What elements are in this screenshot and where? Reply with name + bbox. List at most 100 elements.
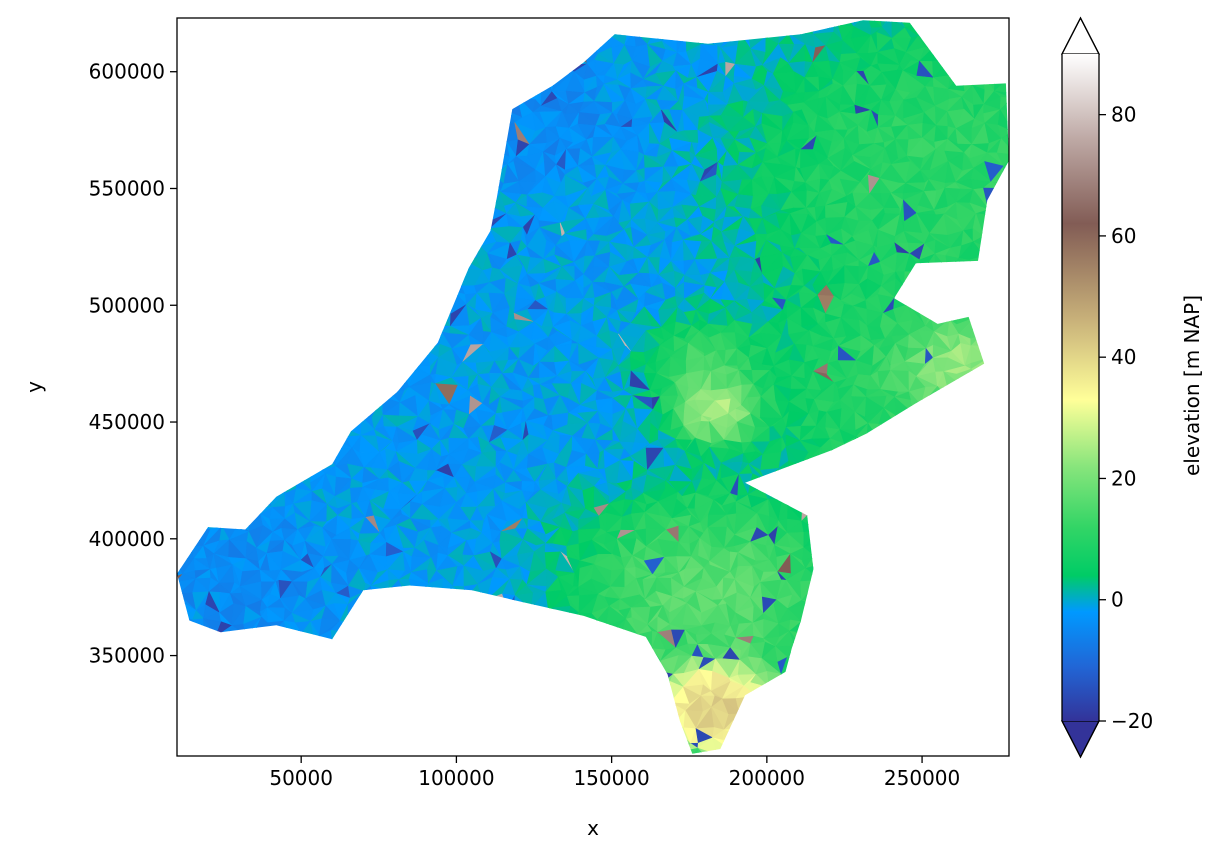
mesh-triangle [216, 466, 233, 484]
mesh-triangle [685, 20, 706, 29]
mesh-triangle [344, 194, 359, 210]
mesh-triangle [283, 20, 294, 28]
mesh-triangle [841, 480, 859, 495]
mesh-triangle [206, 99, 218, 118]
mesh-triangle [321, 179, 338, 192]
mesh-triangle [189, 283, 210, 294]
mesh-triangle [177, 111, 199, 128]
mesh-triangle [219, 409, 236, 429]
mesh-triangle [1008, 20, 1009, 24]
mesh-triangle [457, 257, 463, 275]
mesh-triangle [470, 176, 484, 194]
mesh-triangle [278, 343, 300, 361]
mesh-triangle [283, 100, 296, 118]
mesh-triangle [275, 232, 289, 242]
mesh-triangle [972, 388, 987, 404]
mesh-triangle [221, 71, 238, 88]
mesh-triangle [487, 36, 511, 45]
mesh-triangle [983, 187, 1004, 211]
mesh-triangle [1007, 345, 1009, 359]
mesh-triangle [411, 58, 426, 80]
mesh-triangle [272, 88, 286, 102]
mesh-triangle [438, 97, 451, 114]
mesh-triangle [179, 182, 196, 192]
mesh-triangle [223, 136, 232, 155]
mesh-triangle [500, 61, 519, 77]
mesh-triangle [279, 374, 295, 387]
mesh-triangle [450, 121, 469, 141]
mesh-triangle [449, 113, 468, 123]
mesh-triangle [272, 73, 288, 93]
mesh-triangle [411, 294, 432, 312]
mesh-triangle [235, 362, 246, 372]
mesh-triangle [257, 31, 273, 54]
mesh-triangle [929, 402, 951, 416]
mesh-triangle [968, 307, 988, 318]
mesh-triangle [227, 20, 250, 25]
mesh-triangle [400, 193, 419, 201]
elevation-mesh [177, 20, 1029, 754]
mesh-triangle [449, 150, 471, 172]
mesh-triangle [299, 59, 315, 80]
mesh-triangle [231, 243, 251, 259]
mesh-triangle [399, 222, 419, 235]
mesh-triangle [383, 278, 400, 300]
mesh-triangle [985, 293, 997, 315]
mesh-triangle [182, 292, 192, 309]
mesh-triangle [311, 277, 324, 300]
mesh-triangle [386, 138, 406, 156]
mesh-triangle [284, 385, 303, 401]
mesh-triangle [364, 20, 378, 26]
mesh-triangle [413, 149, 431, 167]
mesh-triangle [397, 138, 414, 158]
mesh-triangle [857, 473, 869, 495]
mesh-triangle [517, 45, 537, 68]
mesh-triangle [299, 35, 307, 50]
mesh-triangle [400, 35, 420, 55]
mesh-triangle [259, 384, 269, 399]
mesh-triangle [271, 290, 285, 315]
mesh-triangle [278, 281, 298, 297]
mesh-triangle [998, 60, 1009, 74]
mesh-triangle [345, 175, 359, 197]
mesh-triangle [873, 455, 881, 466]
mesh-triangle [660, 20, 670, 23]
mesh-triangle [961, 64, 978, 79]
mesh-triangle [283, 180, 302, 196]
mesh-triangle [371, 99, 393, 117]
mesh-triangle [295, 442, 309, 454]
mesh-triangle [1000, 472, 1009, 489]
mesh-triangle [941, 279, 964, 294]
mesh-triangle [880, 424, 897, 444]
mesh-triangle [360, 346, 379, 368]
mesh-triangle [753, 22, 769, 38]
mesh-triangle [1012, 230, 1029, 246]
mesh-triangle [1016, 58, 1022, 73]
mesh-triangle [983, 255, 1000, 276]
mesh-triangle [941, 278, 958, 293]
mesh-triangle [353, 331, 363, 354]
mesh-triangle [179, 247, 192, 260]
mesh-triangle [470, 161, 478, 185]
mesh-triangle [254, 69, 277, 94]
mesh-triangle [414, 176, 426, 191]
mesh-triangle [521, 37, 537, 49]
mesh-triangle [922, 271, 931, 287]
mesh-triangle [253, 331, 268, 352]
mesh-triangle [247, 20, 260, 28]
mesh-triangle [257, 21, 275, 33]
mesh-triangle [267, 453, 290, 469]
mesh-triangle [1010, 397, 1020, 412]
mesh-triangle [270, 91, 286, 104]
mesh-triangle [971, 20, 990, 36]
mesh-triangle [282, 190, 302, 209]
mesh-triangle [287, 452, 298, 470]
mesh-triangle [519, 37, 537, 47]
mesh-triangle [373, 37, 393, 51]
mesh-triangle [384, 122, 405, 140]
mesh-triangle [931, 25, 951, 35]
mesh-triangle [344, 161, 366, 180]
mesh-triangle [267, 358, 280, 374]
mesh-triangle [990, 274, 1004, 284]
mesh-triangle [928, 440, 948, 453]
